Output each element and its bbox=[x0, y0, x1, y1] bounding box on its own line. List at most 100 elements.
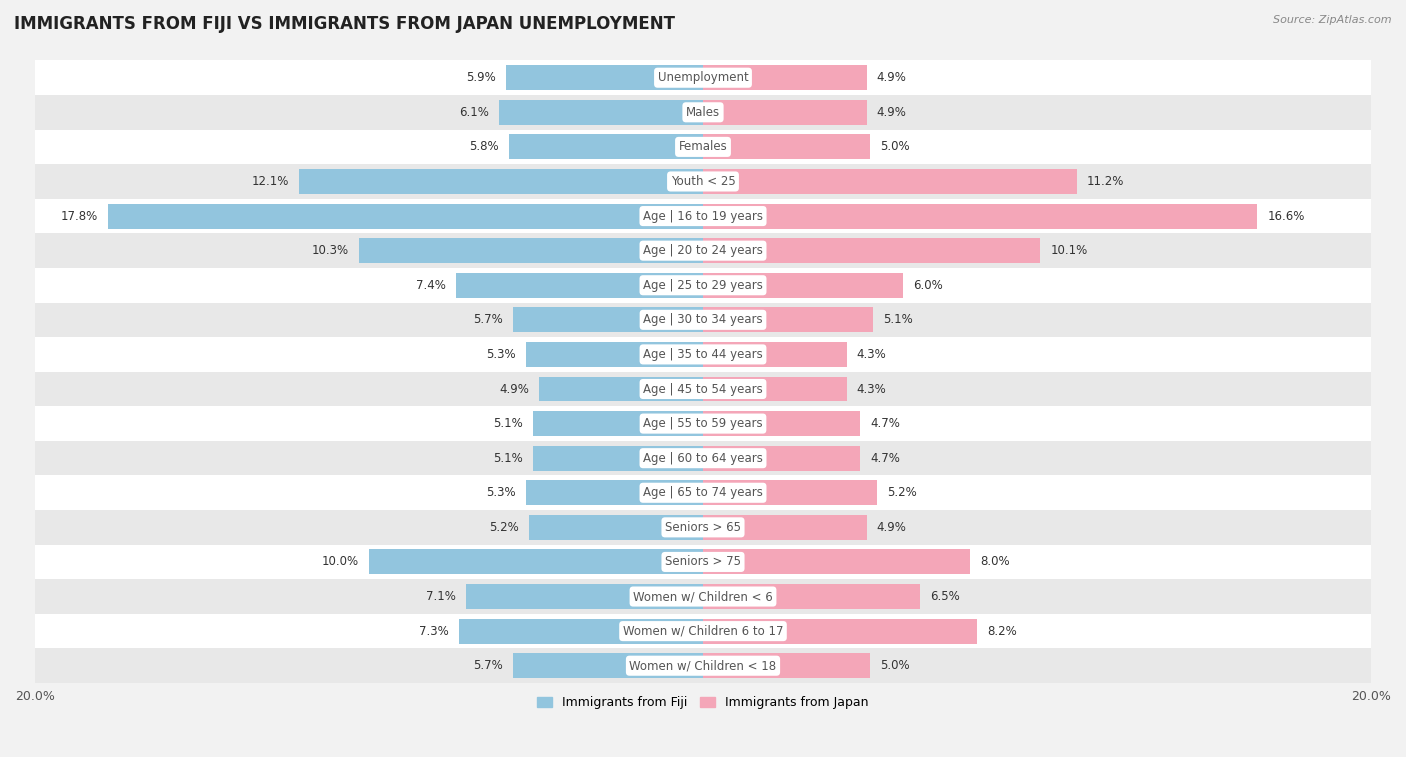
Text: 10.0%: 10.0% bbox=[322, 556, 359, 569]
Bar bbox=[529, 515, 703, 540]
Bar bbox=[465, 584, 703, 609]
Text: 8.0%: 8.0% bbox=[980, 556, 1010, 569]
Text: 6.0%: 6.0% bbox=[914, 279, 943, 291]
Bar bbox=[533, 446, 703, 471]
Bar bbox=[540, 376, 703, 401]
Text: 5.7%: 5.7% bbox=[472, 659, 502, 672]
Bar bbox=[299, 169, 703, 194]
Bar bbox=[35, 233, 1371, 268]
Bar bbox=[703, 550, 970, 575]
Bar bbox=[35, 579, 1371, 614]
Text: 5.3%: 5.3% bbox=[486, 486, 516, 500]
Text: 4.7%: 4.7% bbox=[870, 452, 900, 465]
Bar bbox=[703, 376, 846, 401]
Bar bbox=[35, 649, 1371, 683]
Bar bbox=[703, 618, 977, 643]
Text: 7.1%: 7.1% bbox=[426, 590, 456, 603]
Text: 5.7%: 5.7% bbox=[472, 313, 502, 326]
Bar bbox=[703, 480, 877, 505]
Text: 6.5%: 6.5% bbox=[931, 590, 960, 603]
Text: Women w/ Children < 6: Women w/ Children < 6 bbox=[633, 590, 773, 603]
Bar bbox=[35, 544, 1371, 579]
Text: 10.3%: 10.3% bbox=[312, 245, 349, 257]
Text: 11.2%: 11.2% bbox=[1087, 175, 1125, 188]
Text: Unemployment: Unemployment bbox=[658, 71, 748, 84]
Bar bbox=[703, 204, 1257, 229]
Bar bbox=[35, 510, 1371, 544]
Text: 5.1%: 5.1% bbox=[883, 313, 912, 326]
Bar bbox=[35, 372, 1371, 407]
Bar bbox=[35, 407, 1371, 441]
Bar bbox=[35, 268, 1371, 303]
Bar bbox=[509, 135, 703, 159]
Text: 4.9%: 4.9% bbox=[877, 71, 907, 84]
Bar bbox=[703, 515, 866, 540]
Bar bbox=[35, 614, 1371, 649]
Bar bbox=[368, 550, 703, 575]
Text: 6.1%: 6.1% bbox=[460, 106, 489, 119]
Text: 5.1%: 5.1% bbox=[494, 417, 523, 430]
Text: 4.9%: 4.9% bbox=[499, 382, 529, 395]
Bar bbox=[35, 164, 1371, 199]
Bar bbox=[703, 135, 870, 159]
Bar bbox=[359, 238, 703, 263]
Text: Seniors > 65: Seniors > 65 bbox=[665, 521, 741, 534]
Text: 12.1%: 12.1% bbox=[252, 175, 288, 188]
Bar bbox=[35, 303, 1371, 337]
Bar bbox=[703, 273, 904, 298]
Text: IMMIGRANTS FROM FIJI VS IMMIGRANTS FROM JAPAN UNEMPLOYMENT: IMMIGRANTS FROM FIJI VS IMMIGRANTS FROM … bbox=[14, 15, 675, 33]
Text: 7.4%: 7.4% bbox=[416, 279, 446, 291]
Text: 10.1%: 10.1% bbox=[1050, 245, 1088, 257]
Bar bbox=[703, 238, 1040, 263]
Bar bbox=[703, 653, 870, 678]
Bar bbox=[460, 618, 703, 643]
Text: 17.8%: 17.8% bbox=[60, 210, 98, 223]
Bar bbox=[513, 653, 703, 678]
Text: 7.3%: 7.3% bbox=[419, 625, 449, 637]
Bar bbox=[35, 95, 1371, 129]
Bar bbox=[456, 273, 703, 298]
Text: Males: Males bbox=[686, 106, 720, 119]
Text: 4.9%: 4.9% bbox=[877, 521, 907, 534]
Bar bbox=[499, 100, 703, 125]
Bar bbox=[703, 446, 860, 471]
Text: 5.0%: 5.0% bbox=[880, 140, 910, 154]
Bar bbox=[703, 65, 866, 90]
Bar bbox=[35, 61, 1371, 95]
Text: 16.6%: 16.6% bbox=[1268, 210, 1305, 223]
Text: 4.9%: 4.9% bbox=[877, 106, 907, 119]
Text: 5.3%: 5.3% bbox=[486, 348, 516, 361]
Bar bbox=[506, 65, 703, 90]
Text: Age | 20 to 24 years: Age | 20 to 24 years bbox=[643, 245, 763, 257]
Text: 5.2%: 5.2% bbox=[489, 521, 519, 534]
Text: 5.2%: 5.2% bbox=[887, 486, 917, 500]
Bar bbox=[703, 342, 846, 367]
Text: Age | 60 to 64 years: Age | 60 to 64 years bbox=[643, 452, 763, 465]
Text: Women w/ Children 6 to 17: Women w/ Children 6 to 17 bbox=[623, 625, 783, 637]
Bar bbox=[35, 441, 1371, 475]
Bar bbox=[108, 204, 703, 229]
Text: Youth < 25: Youth < 25 bbox=[671, 175, 735, 188]
Bar bbox=[703, 307, 873, 332]
Text: 5.9%: 5.9% bbox=[467, 71, 496, 84]
Text: 4.3%: 4.3% bbox=[856, 382, 886, 395]
Text: Females: Females bbox=[679, 140, 727, 154]
Bar bbox=[526, 480, 703, 505]
Text: Age | 55 to 59 years: Age | 55 to 59 years bbox=[643, 417, 763, 430]
Text: 4.7%: 4.7% bbox=[870, 417, 900, 430]
Bar bbox=[35, 199, 1371, 233]
Legend: Immigrants from Fiji, Immigrants from Japan: Immigrants from Fiji, Immigrants from Ja… bbox=[533, 691, 873, 714]
Bar bbox=[703, 100, 866, 125]
Text: 5.8%: 5.8% bbox=[470, 140, 499, 154]
Text: Age | 25 to 29 years: Age | 25 to 29 years bbox=[643, 279, 763, 291]
Bar bbox=[703, 584, 920, 609]
Bar bbox=[35, 475, 1371, 510]
Text: Women w/ Children < 18: Women w/ Children < 18 bbox=[630, 659, 776, 672]
Text: 5.1%: 5.1% bbox=[494, 452, 523, 465]
Text: Age | 45 to 54 years: Age | 45 to 54 years bbox=[643, 382, 763, 395]
Bar bbox=[703, 169, 1077, 194]
Text: Source: ZipAtlas.com: Source: ZipAtlas.com bbox=[1274, 15, 1392, 25]
Text: Age | 16 to 19 years: Age | 16 to 19 years bbox=[643, 210, 763, 223]
Text: Seniors > 75: Seniors > 75 bbox=[665, 556, 741, 569]
Bar bbox=[703, 411, 860, 436]
